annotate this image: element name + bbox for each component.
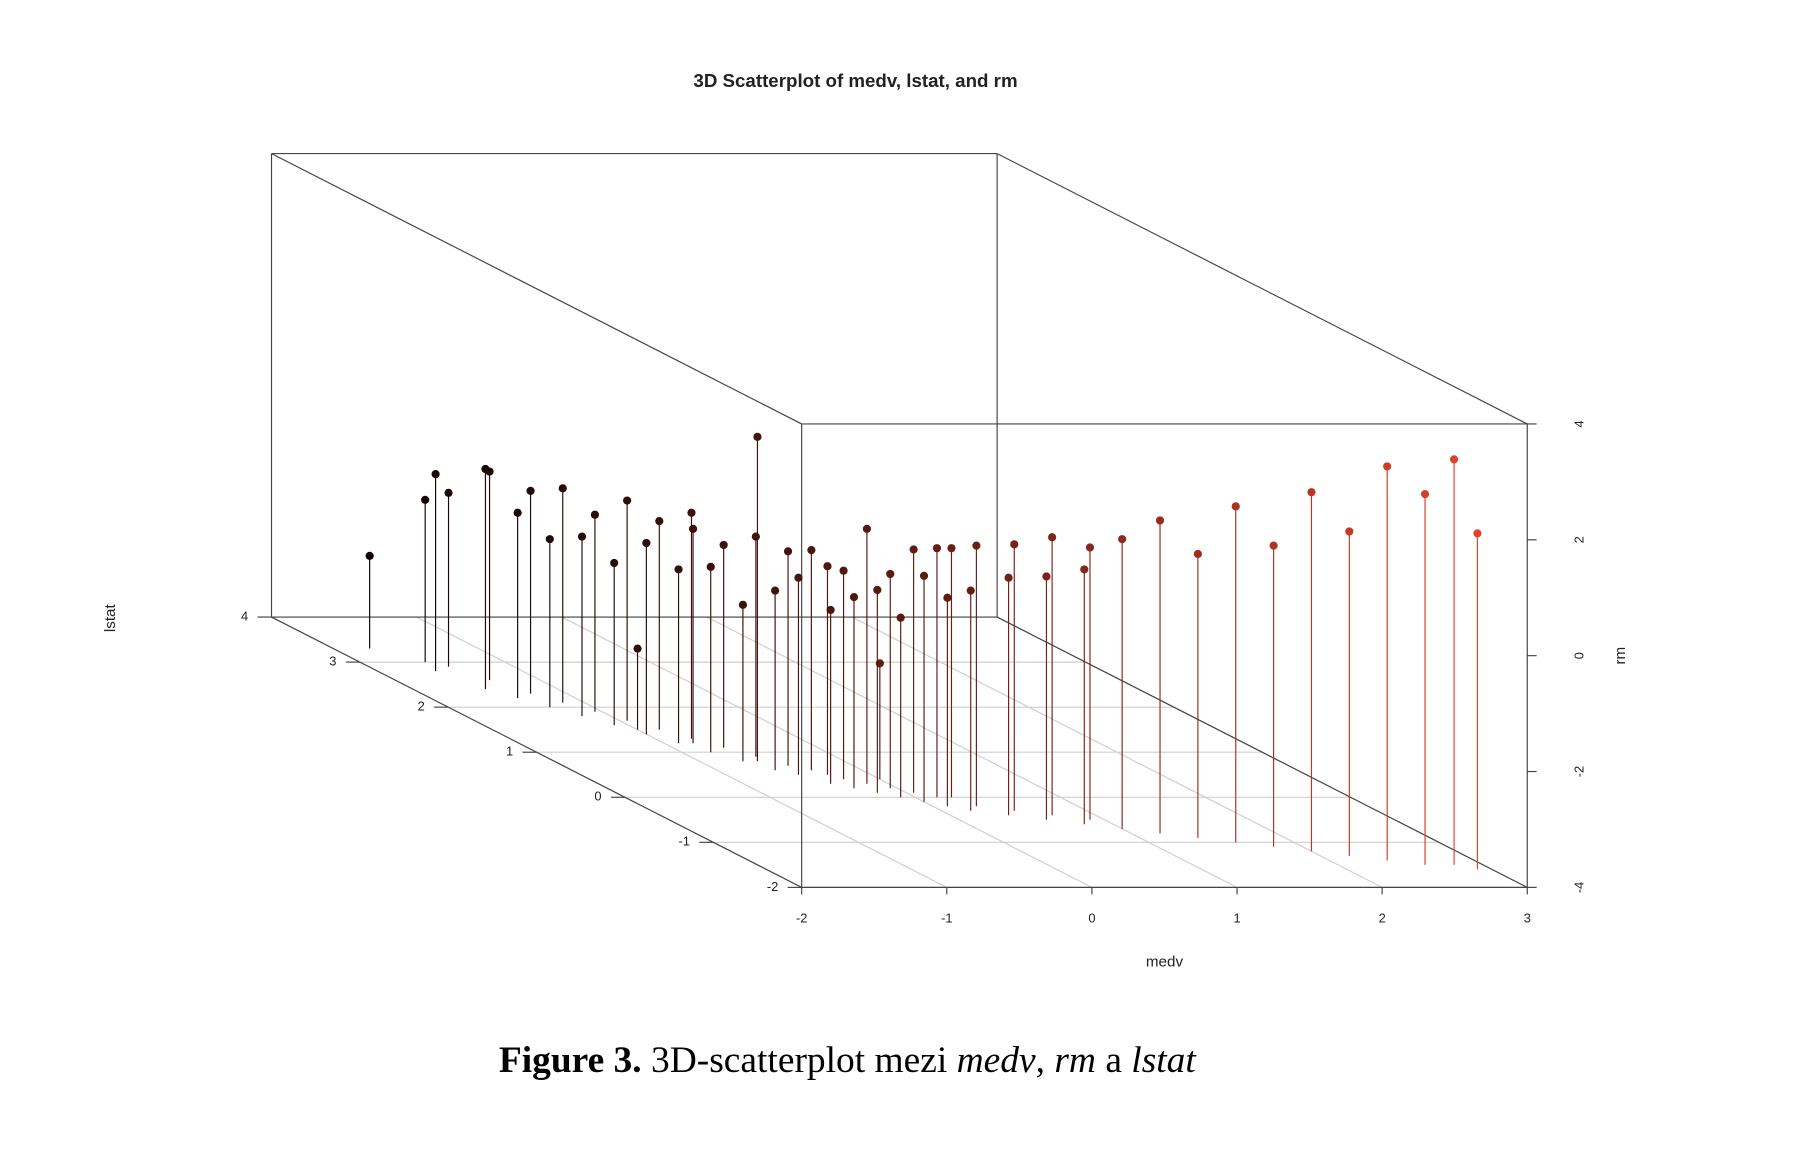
point xyxy=(1118,535,1127,544)
caption-text: 3D-scatterplot mezi xyxy=(642,1040,957,1081)
point xyxy=(1155,516,1165,525)
point xyxy=(932,544,942,553)
point xyxy=(1085,543,1095,552)
point xyxy=(826,605,835,615)
chart-title: 3D Scatterplot of medv, lstat, and rm xyxy=(693,70,1017,91)
point xyxy=(849,592,859,602)
point xyxy=(719,540,728,550)
caption-text: , xyxy=(1036,1040,1055,1081)
point xyxy=(862,524,872,533)
x-tick-label: 0 xyxy=(1088,910,1095,925)
point xyxy=(839,566,848,575)
point xyxy=(1231,502,1240,511)
point xyxy=(1080,565,1089,574)
point xyxy=(558,484,567,493)
caption-label: Figure 3. xyxy=(499,1040,642,1081)
point xyxy=(1048,533,1057,542)
caption-text: medv xyxy=(957,1040,1036,1081)
x-tick-label: -1 xyxy=(941,910,952,925)
caption-text: lstat xyxy=(1131,1040,1197,1081)
point xyxy=(1269,541,1278,550)
point xyxy=(1193,549,1202,559)
y-tick-label: -1 xyxy=(678,834,689,849)
box-edge xyxy=(271,153,802,425)
point xyxy=(886,569,895,579)
box-edge xyxy=(996,153,1528,425)
point xyxy=(421,495,430,504)
point xyxy=(966,586,975,595)
point xyxy=(909,545,918,554)
y-tick-label: 2 xyxy=(418,699,425,714)
point xyxy=(1449,455,1459,464)
point xyxy=(823,562,832,571)
caption-text: a xyxy=(1096,1040,1131,1081)
point xyxy=(1473,529,1482,538)
point xyxy=(623,496,632,505)
point xyxy=(771,586,780,595)
point xyxy=(873,585,882,595)
y-tick-label: 3 xyxy=(329,654,336,669)
point xyxy=(794,573,803,582)
z-axis-label: rm xyxy=(1612,647,1629,665)
z-tick-label: 4 xyxy=(1571,420,1586,427)
x-tick-label: 2 xyxy=(1379,910,1386,925)
point xyxy=(919,571,929,580)
z-tick-label: 2 xyxy=(1571,536,1586,543)
grid-line xyxy=(561,616,1093,888)
point xyxy=(431,470,440,479)
grid-line xyxy=(706,616,1238,888)
caption-text: rm xyxy=(1054,1040,1096,1081)
point xyxy=(896,613,905,622)
point xyxy=(1010,540,1019,549)
point xyxy=(943,593,952,602)
y-tick-label: 1 xyxy=(506,744,513,759)
point xyxy=(1307,488,1316,497)
z-tick-label: 0 xyxy=(1571,652,1586,659)
point xyxy=(610,558,619,568)
y-tick-label: 4 xyxy=(241,608,248,623)
point xyxy=(1345,527,1354,536)
point xyxy=(481,464,490,474)
point xyxy=(1042,572,1051,581)
point xyxy=(947,544,956,553)
point xyxy=(1420,490,1430,499)
point xyxy=(1004,573,1013,582)
grid-line xyxy=(416,616,948,888)
point xyxy=(655,517,664,526)
point xyxy=(738,600,748,609)
point xyxy=(1383,462,1392,471)
z-tick-label: -4 xyxy=(1571,882,1586,893)
y-axis-label: lstat xyxy=(102,604,119,633)
point xyxy=(633,644,642,653)
y-tick-label: 0 xyxy=(594,789,601,804)
z-tick-label: -2 xyxy=(1571,766,1586,777)
y-tick-label: -2 xyxy=(767,879,778,894)
x-tick-label: -2 xyxy=(796,910,807,925)
box-edge xyxy=(996,616,1528,888)
x-tick-label: 1 xyxy=(1233,910,1240,925)
point xyxy=(365,551,374,560)
point xyxy=(807,546,816,555)
point xyxy=(577,532,587,541)
point xyxy=(753,432,762,441)
point xyxy=(687,508,696,517)
point xyxy=(642,538,651,548)
point xyxy=(751,532,760,541)
point xyxy=(706,562,715,571)
point xyxy=(526,486,535,495)
point xyxy=(783,547,793,556)
grid-line xyxy=(851,616,1383,888)
point xyxy=(513,508,522,517)
point xyxy=(688,524,698,533)
x-tick-label: 3 xyxy=(1524,910,1531,925)
point xyxy=(674,565,683,574)
point xyxy=(590,510,600,519)
point xyxy=(545,535,554,544)
x-axis-label: medv xyxy=(1146,953,1184,970)
point xyxy=(972,541,981,550)
point xyxy=(444,488,453,497)
caption: Figure 3. 3D-scatterplot mezi medv, rm a… xyxy=(499,1040,1198,1081)
